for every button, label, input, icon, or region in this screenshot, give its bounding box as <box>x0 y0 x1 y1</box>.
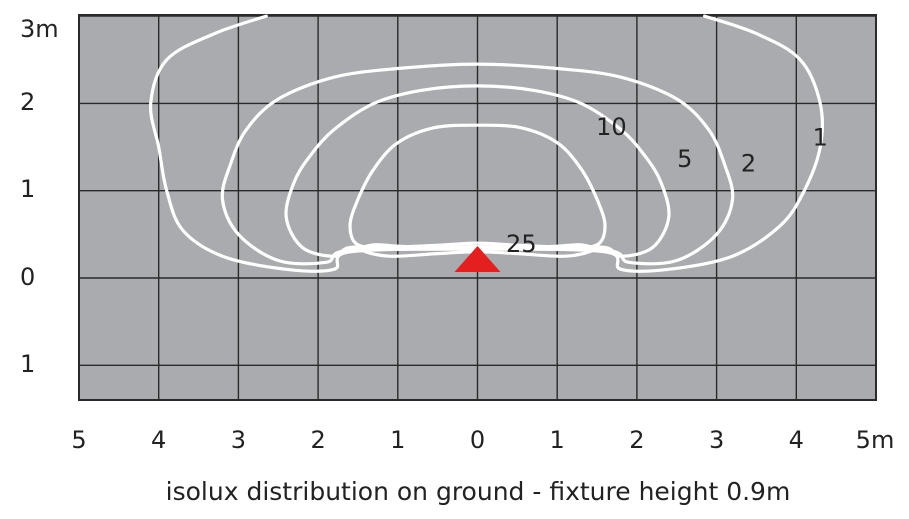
contour-label-2: 2 <box>741 150 756 178</box>
x-tick-label: 3 <box>709 426 724 454</box>
contour-label-10: 10 <box>596 113 627 141</box>
x-tick-label: 0 <box>470 426 485 454</box>
x-tick-label: 5 <box>71 426 86 454</box>
y-tick-label: 1 <box>20 350 35 378</box>
diagram-caption: isolux distribution on ground - fixture … <box>166 477 791 506</box>
x-tick-label: 4 <box>151 426 166 454</box>
x-tick-label: 5m <box>856 426 895 454</box>
y-axis-tick-labels: 3m 2 1 0 1 <box>20 15 59 378</box>
y-tick-label: 2 <box>20 88 35 116</box>
x-tick-label: 1 <box>550 426 565 454</box>
x-tick-label: 2 <box>310 426 325 454</box>
y-tick-label: 1 <box>20 175 35 203</box>
x-tick-label: 2 <box>629 426 644 454</box>
contour-label-25: 25 <box>506 230 537 258</box>
y-tick-label: 0 <box>20 263 35 291</box>
contour-label-5: 5 <box>677 145 692 173</box>
x-tick-label: 4 <box>789 426 804 454</box>
x-axis-tick-labels: 5 4 3 2 1 0 1 2 3 4 5m <box>71 426 894 454</box>
fixture-marker-icon <box>454 246 501 272</box>
contour-labels: 25 10 5 2 1 <box>506 113 828 258</box>
x-tick-label: 3 <box>231 426 246 454</box>
x-tick-label: 1 <box>390 426 405 454</box>
y-tick-label: 3m <box>20 15 59 43</box>
contour-label-1: 1 <box>813 123 828 151</box>
